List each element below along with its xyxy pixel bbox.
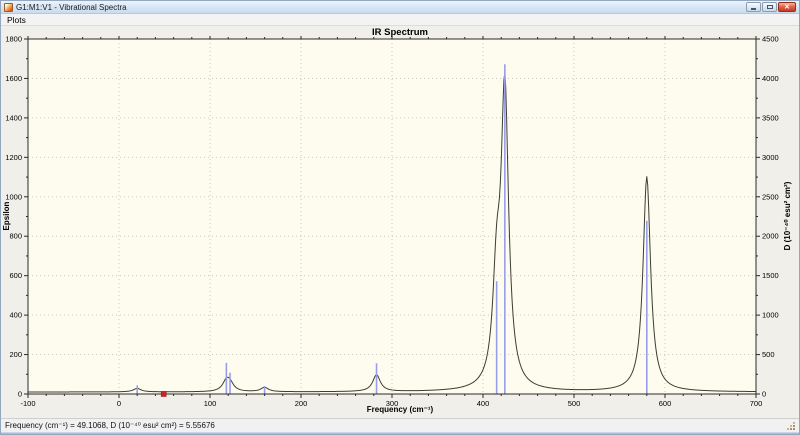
- menubar: Plots: [1, 14, 799, 26]
- x-axis-label: Frequency (cm⁻¹): [366, 405, 434, 414]
- right-tick-label: 3500: [762, 113, 779, 122]
- x-tick-label: 500: [568, 399, 581, 408]
- window-controls: ✕: [746, 2, 796, 12]
- right-tick-label: 1000: [762, 311, 779, 320]
- right-tick-label: 0: [762, 390, 766, 399]
- left-tick-label: 1000: [5, 192, 22, 201]
- left-tick-label: 600: [9, 271, 22, 280]
- titlebar[interactable]: G1:M1:V1 - Vibrational Spectra ✕: [1, 1, 799, 14]
- left-tick-label: 1800: [5, 35, 22, 44]
- x-tick-label: -100: [20, 399, 35, 408]
- right-tick-label: 3000: [762, 153, 779, 162]
- x-tick-label: 400: [477, 399, 490, 408]
- cursor-marker[interactable]: [160, 391, 167, 397]
- left-tick-label: 0: [18, 390, 22, 399]
- x-tick-label: 700: [750, 399, 763, 408]
- right-tick-label: 4000: [762, 74, 779, 83]
- x-tick-label: 300: [386, 399, 399, 408]
- maximize-button[interactable]: [762, 2, 777, 12]
- status-bar: Frequency (cm⁻¹) = 49.1068, D (10⁻⁴⁰ esu…: [1, 418, 799, 432]
- left-tick-label: 400: [9, 311, 22, 320]
- x-tick-label: 100: [204, 399, 217, 408]
- minimize-button[interactable]: [746, 2, 761, 12]
- left-tick-label: 1400: [5, 113, 22, 122]
- x-tick-label: 200: [295, 399, 308, 408]
- status-readout: Frequency (cm⁻¹) = 49.1068, D (10⁻⁴⁰ esu…: [5, 421, 215, 430]
- minimize-icon: [751, 8, 756, 10]
- left-tick-label: 1200: [5, 153, 22, 162]
- window-title: G1:M1:V1 - Vibrational Spectra: [16, 2, 127, 12]
- plot-area[interactable]: [28, 39, 756, 394]
- left-tick-label: 800: [9, 232, 22, 241]
- left-tick-label: 1600: [5, 74, 22, 83]
- maximize-icon: [766, 5, 773, 9]
- close-icon: ✕: [784, 3, 790, 11]
- right-tick-label: 4500: [762, 35, 779, 44]
- right-axis-label: D (10⁻⁴⁰ esu² cm²): [783, 181, 792, 251]
- left-axis-label: Epsilon: [2, 201, 11, 231]
- resize-grip[interactable]: [786, 421, 795, 430]
- right-tick-label: 1500: [762, 271, 779, 280]
- epsilon-curve: [28, 72, 756, 393]
- left-tick-label: 200: [9, 350, 22, 359]
- x-tick-label: 600: [659, 399, 672, 408]
- menu-plots[interactable]: Plots: [7, 14, 26, 25]
- app-icon[interactable]: [4, 2, 13, 12]
- close-button[interactable]: ✕: [778, 2, 796, 12]
- plot-region: -100 0 100 200 300 400 500 600 700 0 200 400 600 800 1…: [1, 26, 799, 418]
- right-tick-label: 500: [762, 350, 775, 359]
- right-tick-label: 2500: [762, 192, 779, 201]
- chart-title: IR Spectrum: [372, 27, 428, 38]
- spectrum-chart[interactable]: -100 0 100 200 300 400 500 600 70002004006008001…: [1, 26, 799, 418]
- x-tick-label: 0: [117, 399, 121, 408]
- window-bottom-border: [1, 432, 799, 434]
- right-tick-label: 2000: [762, 232, 779, 241]
- resize-grip-icon: [793, 428, 795, 430]
